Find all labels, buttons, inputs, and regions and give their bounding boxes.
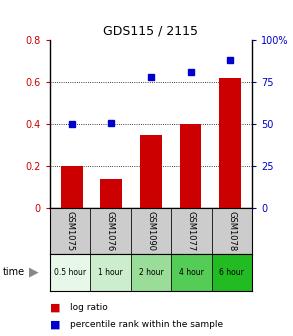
Text: GSM1076: GSM1076 [106,211,115,251]
Bar [90,254,131,291]
Bar [131,208,171,254]
Bar [140,135,162,208]
Bar [131,254,171,291]
Bar [212,208,252,254]
Bar [171,254,212,291]
Text: GSM1077: GSM1077 [187,211,196,251]
Text: GSM1090: GSM1090 [146,211,155,251]
Text: 4 hour: 4 hour [179,268,204,277]
Bar [100,179,122,208]
Text: time: time [3,267,25,277]
Text: 0.5 hour: 0.5 hour [54,268,86,277]
Bar [50,208,90,254]
Text: ■: ■ [50,319,60,329]
Title: GDS115 / 2115: GDS115 / 2115 [103,25,198,38]
Text: ■: ■ [50,302,60,312]
Text: log ratio: log ratio [70,303,108,312]
Text: 1 hour: 1 hour [98,268,123,277]
Bar [180,124,202,208]
Text: GSM1075: GSM1075 [66,211,74,251]
Text: 6 hour: 6 hour [219,268,244,277]
Bar [171,208,212,254]
Bar [50,254,90,291]
Bar [90,208,131,254]
Text: 2 hour: 2 hour [139,268,163,277]
Text: GSM1078: GSM1078 [227,211,236,251]
Text: percentile rank within the sample: percentile rank within the sample [70,320,224,329]
Bar [212,254,252,291]
Bar [61,166,83,208]
Text: ▶: ▶ [29,266,39,279]
Bar [219,78,241,208]
